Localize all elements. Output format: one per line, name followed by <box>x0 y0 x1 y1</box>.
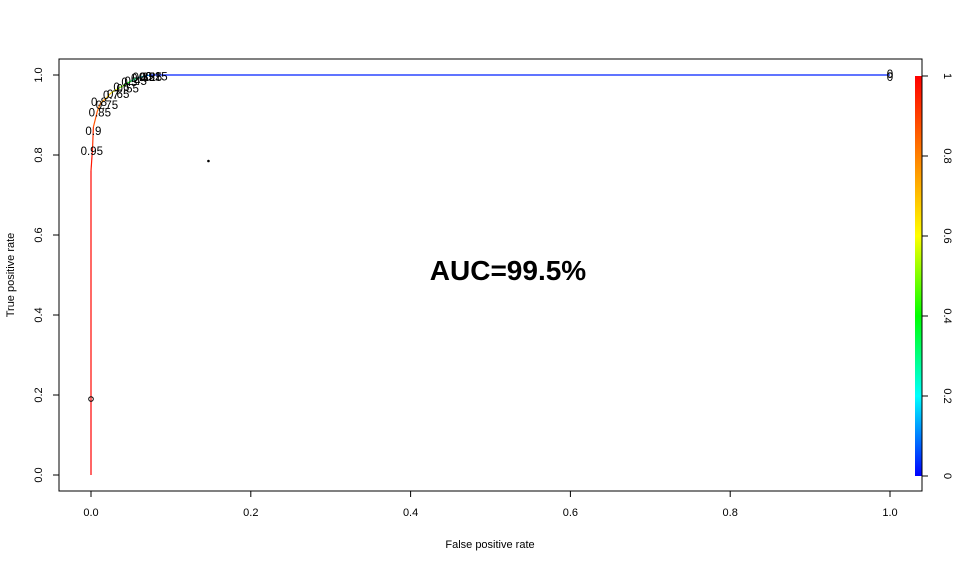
y-axis: 0.0 0.2 0.4 0.6 0.8 1.0 <box>33 67 60 483</box>
curve-markers <box>88 72 893 402</box>
colorbar-tick-label: 0.4 <box>941 308 953 323</box>
cutoff-label: 0.95 <box>81 146 103 158</box>
cutoff-label: 0.5 <box>121 77 137 89</box>
roc-segment <box>92 110 98 128</box>
roc-segment <box>124 80 132 86</box>
roc-segment <box>100 98 106 104</box>
cutoff-label: 0.25 <box>140 72 162 84</box>
colorbar-tick-label: 0.6 <box>941 228 953 243</box>
cutoff-label: 0 <box>887 69 893 81</box>
x-tick-label: 0.6 <box>563 507 578 519</box>
roc-segment <box>137 75 144 79</box>
y-tick-label: 1.0 <box>33 67 45 82</box>
x-tick-label: 0.0 <box>83 507 98 519</box>
cutoff-label: 0.8 <box>91 97 107 109</box>
y-axis-title: True positive rate <box>5 233 17 318</box>
cutoff-label: 0.9 <box>85 126 101 138</box>
colorbar-axis: 0 0.2 0.4 0.6 0.8 1 <box>921 73 953 479</box>
curve-point <box>88 396 94 402</box>
x-tick-label: 0.4 <box>403 507 418 519</box>
cutoff-label: 0.3 <box>139 72 155 84</box>
cutoff-label: 0 <box>887 72 893 84</box>
y-tick-label: 0.2 <box>33 387 45 402</box>
roc-segment <box>117 84 125 90</box>
colorbar-tick-label: 0.2 <box>941 388 953 403</box>
cutoff-label: 0.2 <box>145 72 161 84</box>
curve-point <box>207 159 210 163</box>
roc-segment <box>90 146 94 172</box>
cutoff-label: 0.15 <box>145 72 167 84</box>
cutoff-label: 0.45 <box>125 76 147 88</box>
cutoff-label: 0.65 <box>107 89 129 101</box>
colorbar-tick-label: 0 <box>941 473 953 479</box>
x-axis-title: False positive rate <box>445 539 534 551</box>
x-tick-label: 0.8 <box>723 507 738 519</box>
x-tick-label: 0.2 <box>243 507 258 519</box>
cutoff-label: 0.6 <box>113 82 129 94</box>
y-tick-label: 0.6 <box>33 227 45 242</box>
colorbar-tick-label: 0.8 <box>941 148 953 163</box>
roc-segment <box>91 126 94 148</box>
y-tick-label: 0.8 <box>33 147 45 162</box>
roc-segment <box>104 92 112 100</box>
auc-annotation: AUC=99.5% <box>430 255 587 286</box>
cutoff-label: 0.55 <box>117 84 139 96</box>
cutoff-label: 0.4 <box>131 73 148 85</box>
cutoff-label: 0.75 <box>96 100 118 112</box>
curve-point <box>887 72 893 78</box>
cutoff-labels: 0.950.90.850.80.750.70.650.60.550.50.450… <box>81 69 894 158</box>
cutoff-label: 0.35 <box>133 72 155 84</box>
cutoff-label: 0.7 <box>103 90 119 102</box>
x-tick-label: 1.0 <box>882 507 897 519</box>
cutoff-label: 0.85 <box>89 108 111 120</box>
x-axis: 0.0 0.2 0.4 0.6 0.8 1.0 <box>83 490 898 519</box>
colorbar-tick-label: 1 <box>941 73 953 79</box>
roc-segment <box>96 102 102 112</box>
roc-curve <box>90 74 890 475</box>
y-tick-label: 0.0 <box>33 467 45 482</box>
roc-segment <box>110 88 118 94</box>
roc-segment <box>143 74 152 77</box>
y-tick-label: 0.4 <box>33 307 45 322</box>
colorbar <box>915 76 922 476</box>
roc-segment <box>130 77 138 82</box>
